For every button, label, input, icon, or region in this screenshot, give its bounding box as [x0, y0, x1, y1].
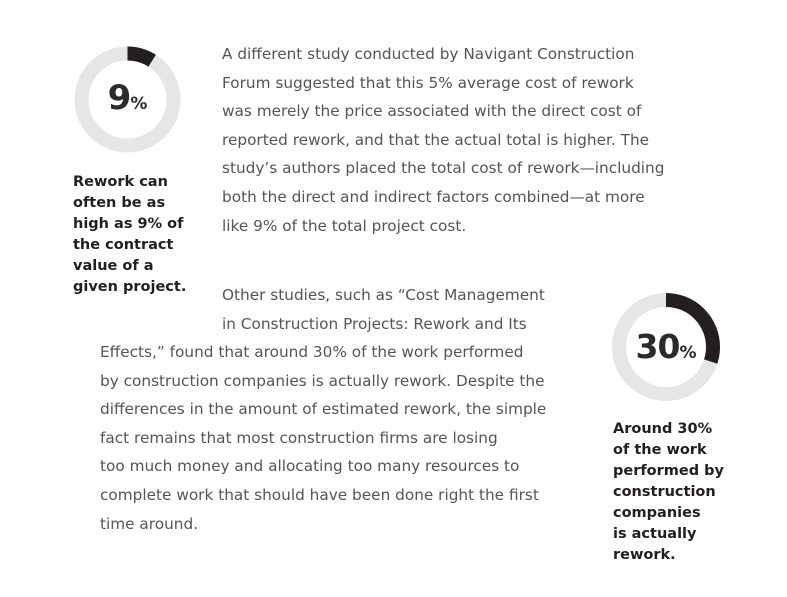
caption-line: performed by: [613, 463, 724, 479]
donut-fill-arc: [74, 46, 181, 153]
paragraph-line: both the direct and indirect factors com…: [222, 187, 645, 206]
caption-line: construction: [613, 484, 716, 500]
paragraph-line: like 9% of the total project cost.: [222, 216, 467, 235]
stat-value-30: 30%: [611, 327, 721, 366]
caption-line: given project.: [73, 279, 187, 295]
caption-line: is actually: [613, 526, 697, 542]
stat-9-caption: Rework can often be as high as 9% of the…: [73, 172, 186, 298]
caption-line: companies: [613, 505, 701, 521]
stat-value-9: 9%: [73, 78, 182, 118]
donut-chart-9: [74, 46, 181, 153]
caption-line: high as 9% of: [73, 216, 184, 232]
caption-line: Around 30%: [613, 421, 713, 437]
caption-line: the contract: [73, 237, 174, 253]
paragraph-line: Effects,” found that around 30% of the w…: [100, 343, 524, 361]
stat-unit: %: [130, 94, 148, 114]
paragraph-line: Forum suggested that this 5% average cos…: [222, 73, 634, 92]
donut-fill-arc: [612, 293, 720, 401]
donut-chart-30: [612, 293, 720, 401]
paragraph-line: study’s authors placed the total cost of…: [222, 159, 665, 178]
paragraph-line: time around.: [100, 514, 199, 533]
stat-unit: %: [679, 343, 697, 363]
caption-line: often be as: [73, 195, 166, 211]
paragraph-line: by construction companies is actually re…: [100, 371, 545, 390]
paragraph-line: differences in the amount of estimated r…: [100, 400, 547, 419]
paragraph-line: A different study conducted by Navigant …: [222, 45, 635, 63]
caption-line: value of a: [73, 258, 154, 274]
paragraph-other-studies-body: Effects,” found that around 30% of the w…: [100, 338, 546, 538]
caption-line: Rework can: [73, 174, 168, 190]
caption-line: of the work: [613, 442, 707, 458]
paragraph-line: in Construction Projects: Rework and Its: [222, 314, 527, 333]
stat-9-percent-donut: 9%: [73, 45, 182, 154]
paragraph-line: complete work that should have been done…: [100, 485, 539, 504]
paragraph-line: was merely the price associated with the…: [222, 102, 642, 121]
stat-30-caption: Around 30% of the work performed by cons…: [613, 419, 724, 566]
stat-number: 30: [635, 327, 681, 366]
paragraph-line: Other studies, such as “Cost Management: [222, 286, 545, 304]
paragraph-line: reported rework, and that the actual tot…: [222, 130, 650, 149]
paragraph-navigant-study: A different study conducted by Navigant …: [222, 40, 664, 240]
stat-30-percent-donut: 30%: [611, 292, 721, 402]
paragraph-line: too much money and allocating too many r…: [100, 457, 520, 476]
paragraph-line: fact remains that most construction firm…: [100, 428, 498, 447]
stat-number: 9: [107, 78, 132, 118]
paragraph-other-studies-intro: Other studies, such as “Cost Management …: [222, 281, 545, 338]
caption-line: rework.: [613, 547, 676, 563]
